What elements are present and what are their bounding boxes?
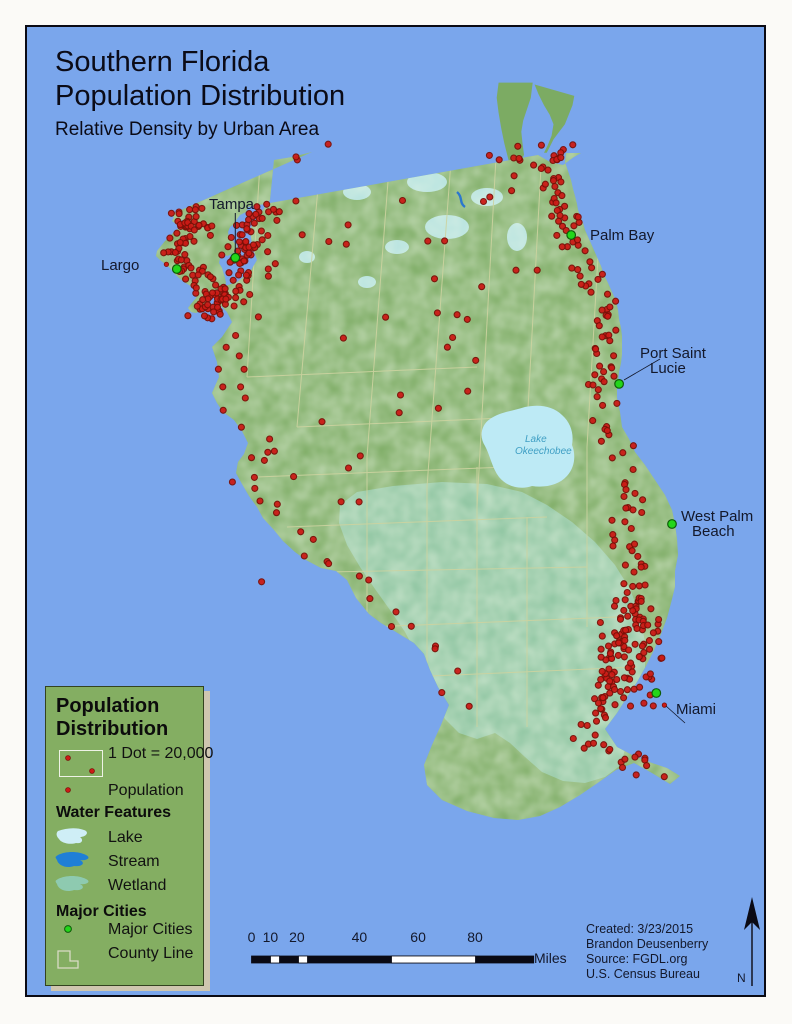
svg-text:N: N xyxy=(737,971,746,985)
